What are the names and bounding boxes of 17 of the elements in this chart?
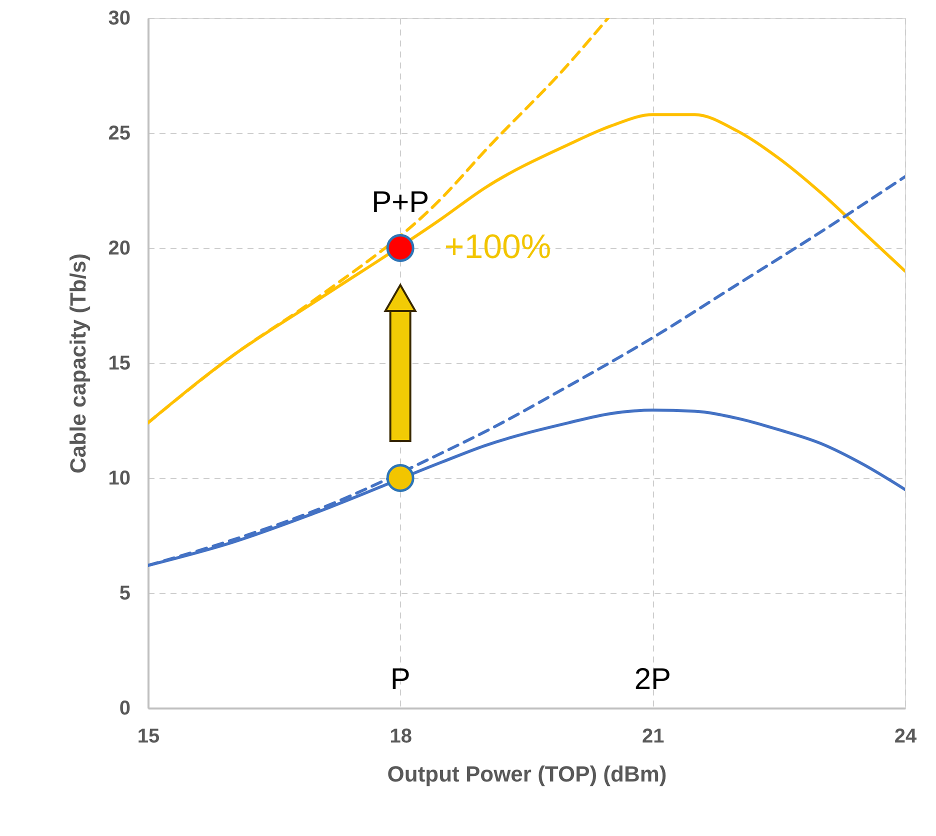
y-tick-label: 15	[108, 352, 130, 374]
x-tick-label: 18	[390, 726, 412, 748]
y-tick-label: 0	[119, 698, 130, 720]
y-tick-label: 5	[119, 582, 130, 604]
x-tick-label: 21	[642, 726, 664, 748]
x-tick-label: 15	[137, 726, 160, 748]
annotation: +100%	[444, 228, 552, 266]
y-tick-label: 30	[108, 8, 130, 30]
x-axis-title: Output Power (TOP) (dBm)	[387, 762, 667, 786]
y-tick-label: 20	[108, 238, 130, 260]
annotation: P	[390, 663, 410, 696]
y-tick-label: 10	[108, 468, 130, 490]
x-tick-label: 24	[894, 726, 918, 748]
annotation: 2P	[634, 663, 672, 696]
y-axis-title: Cable capacity (Tb/s)	[65, 253, 90, 474]
annotation: P+P	[372, 186, 430, 220]
y-tick-label: 25	[108, 122, 130, 144]
